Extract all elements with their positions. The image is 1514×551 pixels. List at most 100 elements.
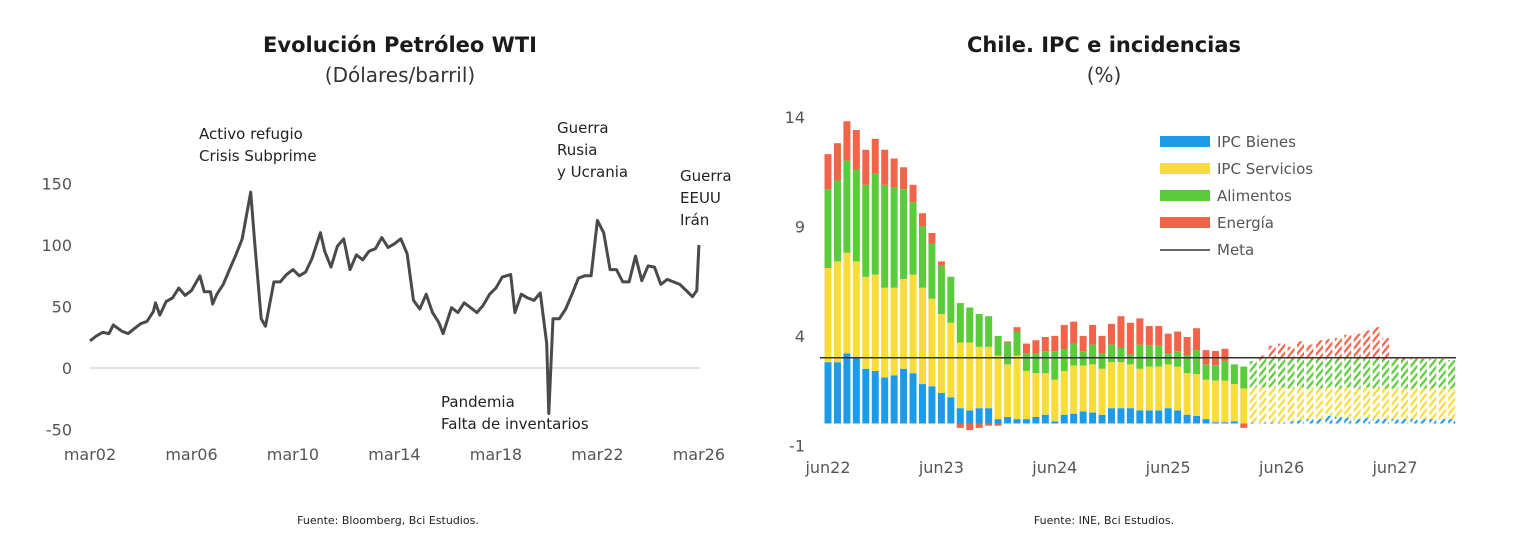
bar-ipc-servicios [852, 261, 860, 358]
bar-ipc-servicios [1155, 366, 1163, 411]
bar-alimentos [1013, 331, 1021, 356]
bar-ipc-bienes [1221, 422, 1229, 424]
bar-energía [1278, 343, 1286, 359]
bar-ipc-bienes [1297, 420, 1304, 424]
bar-ipc-servicios [1363, 387, 1371, 419]
legend-label: Alimentos [1217, 187, 1292, 205]
annotation-text: Activo refugio [199, 125, 303, 143]
bar-alimentos [1164, 353, 1172, 365]
bar-alimentos [975, 314, 983, 347]
legend-label: Energía [1217, 214, 1274, 232]
bar-ipc-bienes [1136, 410, 1144, 424]
y-tick-label: 50 [52, 298, 72, 317]
bar-ipc-servicios [1183, 373, 1191, 415]
bar-energía [1344, 334, 1352, 359]
bar-energía [1268, 345, 1276, 359]
bar-ipc-servicios [1353, 388, 1361, 420]
bar-ipc-servicios [937, 314, 945, 393]
bar-alimentos [1391, 359, 1399, 389]
bar-alimentos [1287, 359, 1295, 389]
wti-subtitle: (Dólares/barril) [325, 63, 475, 87]
ipc-title: Chile. IPC e incidencias [967, 33, 1241, 57]
bar-alimentos [1155, 345, 1163, 367]
bar-ipc-servicios [1240, 388, 1248, 424]
bar-ipc-servicios [1278, 387, 1286, 423]
bar-ipc-servicios [1022, 370, 1030, 420]
y-tick-label: 4 [795, 327, 805, 346]
bar-alimentos [1117, 347, 1125, 363]
bar-alimentos [1448, 359, 1456, 389]
bar-ipc-servicios [1448, 388, 1456, 420]
bar-ipc-bienes [1004, 416, 1012, 424]
bar-ipc-servicios [1136, 368, 1144, 411]
bar-energía [1315, 340, 1323, 360]
bar-ipc-servicios [1221, 380, 1229, 423]
bar-energía [1032, 340, 1040, 354]
bar-alimentos [1419, 359, 1427, 389]
bar-ipc-bienes [1278, 422, 1286, 424]
bar-ipc-servicios [1070, 365, 1078, 414]
legend-label: IPC Servicios [1217, 160, 1313, 178]
wti-source: Fuente: Bloomberg, Bci Estudios. [297, 514, 479, 527]
bar-ipc-bienes [1382, 419, 1390, 424]
bar-ipc-bienes [1108, 408, 1115, 424]
bar-ipc-servicios [843, 252, 851, 354]
bar-alimentos [1183, 355, 1191, 374]
bar-ipc-servicios [985, 346, 993, 409]
bar-alimentos [1098, 353, 1106, 369]
bar-ipc-bienes [1098, 414, 1106, 424]
bar-ipc-servicios [1372, 388, 1380, 420]
bar-energía [966, 423, 974, 431]
bar-ipc-servicios [1400, 388, 1408, 420]
bar-energía [1145, 326, 1153, 346]
legend-swatch [1160, 136, 1210, 147]
bar-energía [909, 184, 917, 203]
bar-ipc-servicios [1032, 373, 1040, 417]
bar-alimentos [1126, 354, 1134, 365]
bar-ipc-bienes [1126, 408, 1134, 424]
bar-energía [1419, 358, 1427, 360]
bar-alimentos [1363, 358, 1371, 388]
bar-energía [881, 149, 889, 185]
bar-alimentos [1221, 360, 1229, 381]
x-tick-label: jun23 [918, 458, 964, 477]
bar-energía [862, 149, 870, 185]
bar-alimentos [1438, 359, 1446, 389]
bar-ipc-servicios [1268, 387, 1276, 423]
bar-ipc-servicios [1334, 388, 1342, 417]
annotation-text: EEUU [680, 189, 721, 207]
bar-energía [1429, 358, 1437, 360]
bar-ipc-bienes [1419, 419, 1427, 424]
x-tick-label: mar18 [470, 445, 522, 464]
bar-energía [890, 158, 898, 187]
annotation-text: Irán [680, 211, 709, 229]
bar-ipc-bienes [1174, 410, 1182, 424]
x-tick-label: jun26 [1258, 458, 1304, 477]
bar-energía [919, 213, 926, 227]
bar-ipc-bienes [937, 392, 945, 424]
bar-energía [1070, 321, 1078, 344]
bar-energía [1372, 327, 1380, 360]
bar-energía [852, 130, 860, 170]
bar-energía [1240, 423, 1248, 428]
bar-energía [1382, 338, 1390, 360]
bar-ipc-servicios [1344, 387, 1352, 419]
bar-alimentos [1211, 365, 1219, 381]
bar-ipc-servicios [994, 355, 1002, 420]
bar-alimentos [985, 316, 993, 347]
bar-ipc-servicios [881, 287, 889, 378]
bar-alimentos [1353, 359, 1361, 389]
bar-alimentos [928, 243, 936, 299]
bar-alimentos [1032, 353, 1040, 374]
x-tick-label: mar10 [267, 445, 319, 464]
bar-energía [1079, 335, 1087, 352]
bar-ipc-bienes [1249, 422, 1257, 424]
bar-ipc-servicios [1382, 388, 1390, 420]
bar-ipc-servicios [919, 287, 926, 385]
bar-energía [1022, 343, 1030, 354]
x-tick-label: mar06 [165, 445, 217, 464]
bar-ipc-bienes [928, 386, 936, 424]
bar-alimentos [1051, 351, 1059, 380]
bar-ipc-servicios [1145, 366, 1153, 411]
